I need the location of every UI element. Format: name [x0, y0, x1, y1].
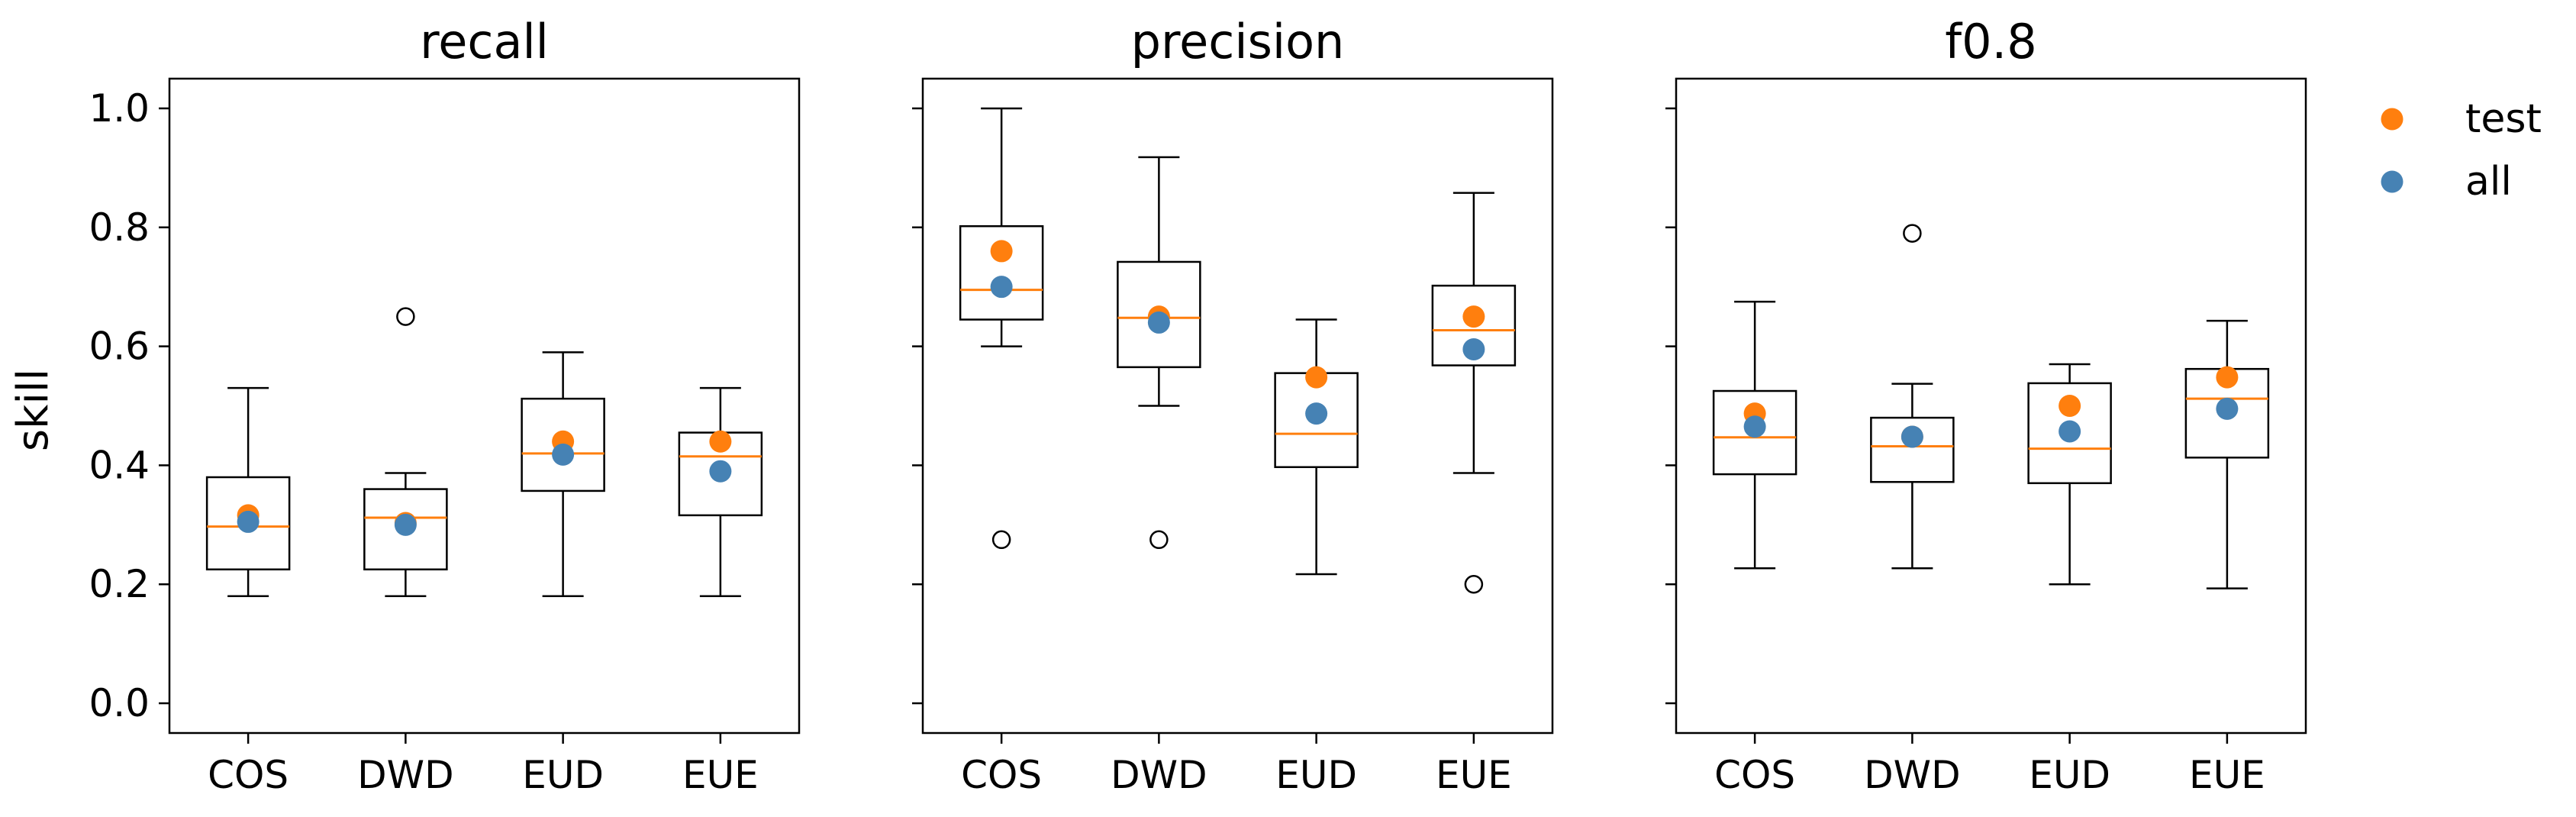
outlier-point: [991, 530, 1011, 550]
point-all: [1147, 311, 1170, 334]
point-all: [2059, 420, 2081, 443]
box-iqr: [1870, 416, 1955, 483]
box-iqr: [1117, 260, 1201, 369]
x-tick-label: DWD: [1864, 753, 1960, 797]
outlier-point: [1903, 224, 1922, 243]
point-test: [2216, 366, 2239, 389]
point-all: [709, 460, 732, 483]
x-tick-label: EUE: [682, 753, 759, 797]
box-iqr: [363, 488, 448, 571]
outlier-point: [1464, 574, 1484, 594]
box-EUE: [1431, 192, 1517, 594]
outlier-point: [396, 307, 415, 326]
panel-title: recall: [420, 14, 549, 69]
plot-frame: [1675, 77, 2307, 735]
x-tick-label: EUE: [2189, 753, 2265, 797]
y-tick-label: 1.0: [89, 86, 150, 131]
point-test: [990, 240, 1013, 263]
panel-1: precision COS DWD EUD EUE: [912, 14, 1554, 797]
box-DWD: [1117, 156, 1201, 550]
box-COS: [959, 107, 1044, 550]
box-iqr: [2027, 382, 2112, 485]
x-tick-label: COS: [961, 753, 1042, 797]
panel-2: f0.8 COS DWD EUD EUE: [1665, 14, 2307, 797]
legend-marker-test: [2381, 108, 2404, 131]
panel-title: precision: [1131, 14, 1345, 69]
point-test: [2059, 395, 2081, 417]
y-tick-label: 0.6: [89, 325, 150, 369]
point-all: [1743, 415, 1766, 438]
box-iqr: [521, 397, 605, 492]
x-tick-label: EUD: [1275, 753, 1357, 797]
plot-frame: [921, 77, 1554, 735]
x-tick-label: EUD: [2029, 753, 2110, 797]
point-test: [709, 430, 732, 453]
box-DWD: [1870, 224, 1955, 570]
box-EUD: [2027, 363, 2112, 586]
point-all: [552, 443, 575, 466]
point-all: [2216, 397, 2239, 420]
legend-marker-all: [2381, 170, 2404, 193]
box-iqr: [1712, 389, 1797, 476]
y-tick-label: 0.0: [89, 681, 150, 725]
y-tick-label: 0.2: [89, 562, 150, 606]
panel-title: f0.8: [1945, 14, 2036, 69]
legend-label-all: all: [2465, 159, 2512, 205]
x-tick-label: COS: [1714, 753, 1795, 797]
box-COS: [205, 386, 291, 598]
x-tick-label: EUD: [522, 753, 604, 797]
y-tick-label: 0.8: [89, 205, 150, 250]
box-iqr: [1431, 284, 1517, 367]
point-test: [1305, 366, 1328, 389]
y-axis-label: skill: [8, 369, 58, 451]
point-all: [237, 510, 260, 533]
x-tick-label: DWD: [357, 753, 453, 797]
x-tick-label: COS: [208, 753, 289, 797]
point-all: [394, 513, 417, 536]
box-iqr: [205, 476, 291, 570]
x-tick-label: EUE: [1436, 753, 1512, 797]
point-test: [1462, 305, 1485, 328]
point-all: [1462, 337, 1485, 360]
legend-label-test: test: [2465, 96, 2542, 142]
point-all: [1901, 425, 1923, 448]
x-tick-label: DWD: [1111, 753, 1207, 797]
plot-frame: [168, 77, 801, 735]
outlier-point: [1149, 530, 1169, 550]
box-iqr: [959, 224, 1044, 321]
point-all: [990, 276, 1013, 299]
y-tick-label: 0.4: [89, 443, 150, 487]
legend: test all: [2381, 96, 2542, 205]
point-all: [1305, 402, 1328, 425]
panel-0: recall 0.0 0.2 0.4 0.6 0.8 1.0 COS DWD EUD EUE: [89, 14, 801, 797]
